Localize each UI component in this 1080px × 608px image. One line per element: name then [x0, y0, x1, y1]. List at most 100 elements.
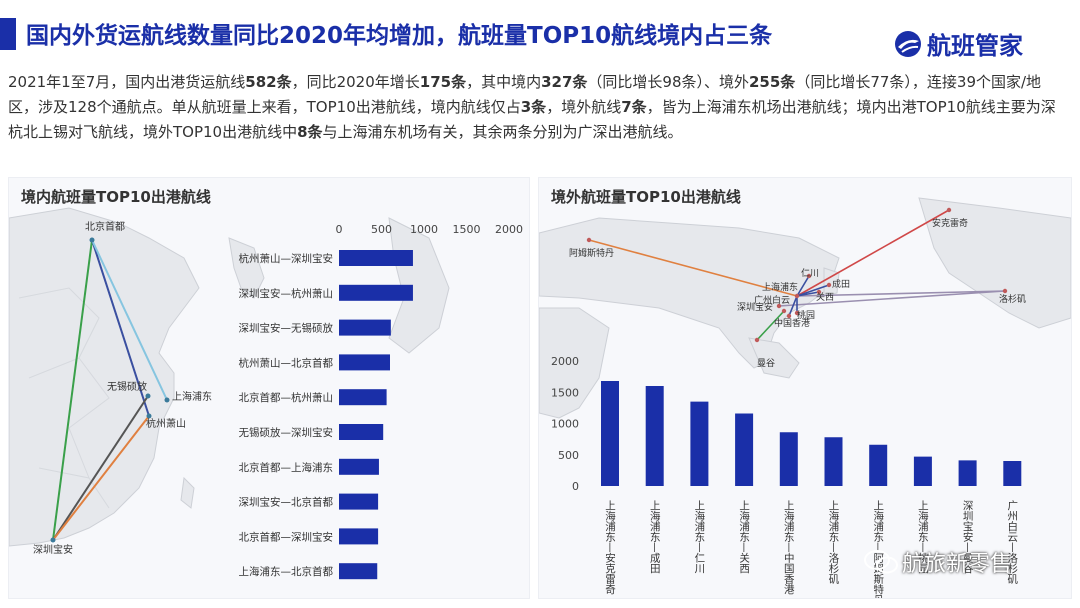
city-marker [776, 303, 782, 309]
sea-asia-landmass [748, 337, 800, 379]
route-line [52, 395, 149, 541]
y-tick-label: 2000 [551, 355, 579, 368]
city-marker [794, 293, 800, 299]
province-borders [18, 287, 110, 509]
category-label: 上海浦东—安克雷奇 [604, 500, 616, 595]
bar [339, 354, 390, 371]
domestic-routes-panel: 北京首都 无锡硕放 上海浦东 杭州萧山 深圳宝安 0 500 1000 1500 2000 杭州萧… [8, 177, 530, 599]
city-label: 上海浦东 [762, 281, 798, 293]
city-label: 深圳宝安 [737, 301, 773, 313]
route-line [778, 290, 1006, 307]
city-marker [806, 273, 812, 279]
route-line [91, 239, 168, 401]
city-label: 洛杉矶 [999, 293, 1026, 305]
category-label: 深圳宝安—无锡硕放 [239, 322, 334, 335]
category-label: 杭州萧山—北京首都 [239, 356, 334, 369]
category-label: 北京首都—上海浦东 [239, 461, 334, 474]
summary-text: （同比增长98条）、境外 [587, 73, 749, 91]
summary-text: （同比增长77条），连接39个国家/地区，涉及128个通航点。单从航班量上来看，… [8, 73, 1042, 116]
x-tick-label: 2000 [495, 223, 523, 236]
category-label: 杭州萧山—深圳宝安 [239, 252, 334, 265]
city-label: 无锡硕放 [107, 380, 147, 393]
category-label: 深圳宝安—杭州萧山 [239, 287, 334, 300]
bar [690, 401, 709, 486]
city-label: 上海浦东 [172, 390, 212, 403]
bar [869, 444, 888, 486]
summary-highlight: 3条 [520, 98, 547, 116]
route-line [756, 310, 785, 341]
africa-landmass [539, 307, 610, 419]
city-label: 北京首都 [85, 220, 125, 233]
korea-landmass [228, 237, 265, 299]
bar [339, 528, 379, 545]
watermark-text: 航旅新零售 [902, 552, 1013, 577]
bar [339, 389, 387, 406]
category-label: 北京首都—深圳宝安 [239, 530, 334, 543]
city-marker [946, 207, 952, 213]
domestic-panel-title: 境内航班量TOP10出港航线 [21, 188, 211, 206]
bar [339, 424, 384, 440]
category-label: 上海浦东—洛杉矶 [828, 500, 840, 585]
brand-logo: 航班管家 [893, 26, 1023, 61]
city-marker [1002, 288, 1008, 294]
city-label: 仁川 [801, 267, 819, 279]
international-routes-panel: 阿姆斯特丹 安克雷奇 上海浦东 仁川 成田 广州白云 关西 深圳宝安 桃园 中国香港 洛杉矶 曼谷 0… [538, 177, 1072, 599]
category-label: 上海浦东—阿姆斯特丹 [872, 500, 884, 598]
title-accent-bar [0, 18, 16, 50]
x-tick-label: 1500 [453, 223, 481, 236]
category-label: 深圳宝安—北京首都 [239, 496, 334, 509]
category-label: 上海浦东—仁川 [693, 500, 705, 574]
city-marker [786, 313, 792, 319]
route-line [796, 209, 950, 297]
bar [339, 458, 379, 475]
city-label: 关西 [816, 291, 834, 303]
route-line [796, 284, 830, 297]
international-bar-chart: 0 500 1000 1500 2000 上海浦东—安克雷奇 上海浦东—成田 上海浦东—仁川 上… [551, 355, 1022, 598]
city-label: 深圳宝安 [33, 543, 73, 556]
y-tick-label: 1500 [551, 386, 579, 399]
city-marker [146, 413, 152, 419]
route-line [52, 415, 150, 541]
bar [913, 456, 932, 486]
bar [339, 563, 378, 580]
city-marker [89, 237, 95, 243]
route-line [796, 275, 810, 297]
y-tick-label: 0 [572, 480, 579, 493]
summary-text: 2021年1至7月，国内出港货运航线 [8, 73, 246, 91]
city-label: 安克雷奇 [932, 217, 968, 229]
category-label: 无锡硕放—深圳宝安 [239, 426, 334, 439]
bar [339, 284, 413, 301]
wechat-icon [864, 550, 898, 574]
city-label: 阿姆斯特丹 [569, 247, 614, 259]
international-panel-title: 境外航班量TOP10出港航线 [551, 188, 741, 206]
category-label: 上海浦东—桃园 [917, 500, 929, 574]
logo-text: 航班管家 [927, 32, 1023, 60]
category-label: 深圳宝安—曼谷 [962, 500, 974, 574]
bar [339, 493, 379, 510]
city-marker [754, 337, 760, 343]
category-label: 北京首都—杭州萧山 [239, 391, 334, 404]
summary-highlight: 8条 [297, 123, 323, 141]
summary-highlight: 7条 [621, 98, 647, 116]
category-label: 广州白云—洛杉矶 [1006, 500, 1018, 585]
page-title: 国内外货运航线数量同比2020年均增加，航班量TOP10航线境内占三条 [26, 23, 773, 49]
domestic-route-lines [52, 239, 168, 541]
bar [958, 460, 977, 486]
category-label: 上海浦东—成田 [649, 500, 661, 574]
summary-paragraph: 2021年1至7月，国内出港货运航线582条，同比2020年增长175条，其中境… [8, 70, 1070, 145]
summary-text: ，其中境内 [466, 73, 542, 91]
north-america-landmass [918, 197, 1071, 329]
route-line [788, 295, 798, 317]
city-marker [145, 393, 151, 399]
route-line [796, 290, 1006, 297]
bar [645, 386, 664, 486]
category-label: 上海浦东—北京首都 [239, 565, 334, 578]
summary-text: 与上海浦东机场有关，其余两条分别为广深出港航线。 [322, 123, 683, 141]
watermark: 航旅新零售 [864, 546, 1012, 578]
summary-highlight: 582条 [245, 73, 292, 91]
domestic-bar-chart: 0 500 1000 1500 2000 杭州萧山—深圳宝安深圳宝安—杭州萧山深圳宝安—无… [239, 223, 523, 580]
summary-text: ，皆为上海浦东机场出港航线；境内出港TOP10航线主要为深杭北上锡对飞航线，境外… [8, 98, 1056, 141]
bar [1003, 461, 1022, 486]
